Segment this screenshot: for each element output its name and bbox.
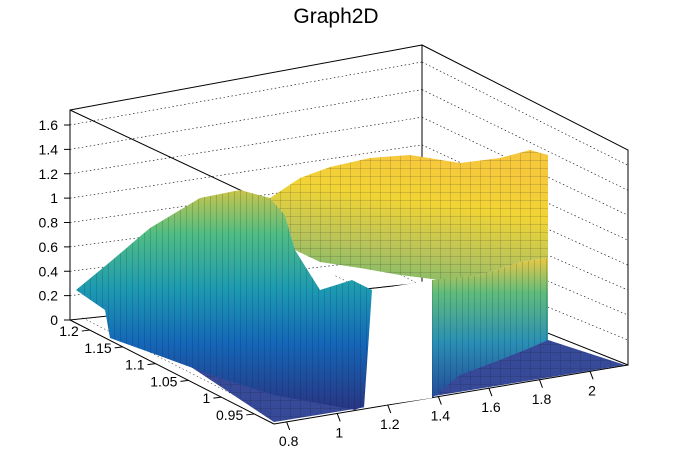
z-gridline bbox=[69, 89, 423, 150]
x-tick bbox=[286, 421, 291, 431]
y-tick bbox=[114, 346, 123, 349]
z-tick-label: 1 bbox=[50, 190, 58, 206]
z-gridline bbox=[69, 61, 423, 126]
surface-top-mesh bbox=[270, 150, 548, 280]
x-tick-label: 1.8 bbox=[532, 391, 552, 407]
frame-floor-front bbox=[273, 364, 629, 425]
z-tick-label: 1.4 bbox=[39, 141, 59, 157]
x-tick-label: 2 bbox=[588, 382, 596, 398]
chart-title: Graph2D bbox=[293, 5, 378, 28]
x-tick-label: 1.4 bbox=[431, 408, 451, 424]
y-tick bbox=[213, 396, 222, 399]
surface-right-wall-lines bbox=[432, 258, 548, 398]
x-tick bbox=[336, 413, 341, 422]
y-tick-label: 1.05 bbox=[150, 373, 177, 389]
x-tick-labels: 0.8 1 1.2 1.4 1.6 1.8 2 bbox=[279, 371, 596, 449]
z-tick-label: 0.8 bbox=[39, 215, 59, 231]
z-tick-label: 0.2 bbox=[39, 288, 59, 304]
y-tick bbox=[246, 413, 255, 416]
y-tick-label: 1.15 bbox=[84, 340, 111, 356]
x-tick bbox=[387, 404, 392, 414]
z-tick-label: 1.6 bbox=[39, 117, 59, 133]
x-tick-label: 1.2 bbox=[380, 416, 400, 432]
x-tick bbox=[539, 379, 543, 388]
frame-floor-left bbox=[69, 319, 275, 425]
y-tick-label: 1 bbox=[203, 390, 211, 406]
surface-gap bbox=[364, 280, 432, 408]
x-tick bbox=[437, 396, 442, 405]
y-tick bbox=[81, 329, 90, 332]
z-tick-label: 0.4 bbox=[39, 263, 59, 279]
surface-front-wall-lines bbox=[76, 190, 372, 410]
z-tick-label: 1.2 bbox=[39, 166, 59, 182]
x-tick-label: 0.8 bbox=[279, 433, 299, 449]
z-gridline bbox=[69, 144, 423, 199]
z-gridline-right bbox=[421, 61, 629, 166]
x-tick-label: 1.6 bbox=[481, 399, 501, 415]
y-tick bbox=[147, 363, 156, 366]
y-tick bbox=[180, 379, 189, 382]
x-tick-label: 1 bbox=[335, 424, 343, 440]
z-tick-label: 0.6 bbox=[39, 239, 59, 255]
y-tick-label: 1.1 bbox=[125, 357, 145, 373]
z-tick-labels: 0 0.2 0.4 0.6 0.8 1 1.2 1.4 1.6 bbox=[39, 117, 70, 328]
x-tick bbox=[488, 388, 493, 397]
y-tick-label: 1.2 bbox=[59, 323, 79, 339]
x-tick bbox=[589, 371, 594, 380]
z-gridline bbox=[69, 116, 423, 175]
y-tick-label: 0.95 bbox=[216, 407, 243, 423]
y-tick-labels: 0.95 1 1.05 1.1 1.15 1.2 bbox=[59, 323, 255, 423]
z-tick-label: 0 bbox=[50, 312, 58, 328]
